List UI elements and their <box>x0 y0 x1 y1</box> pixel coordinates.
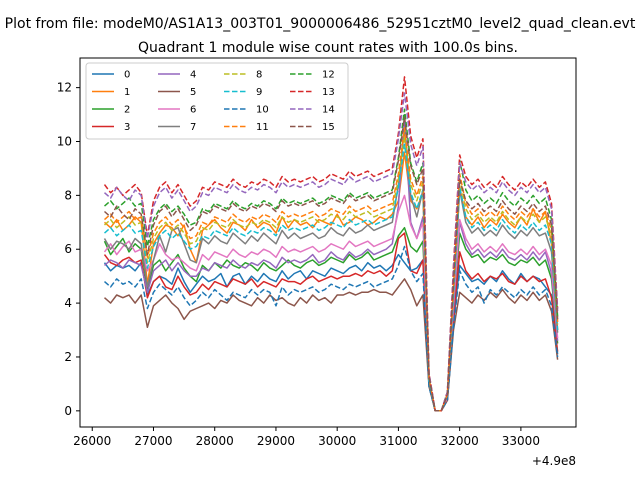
series-line-14 <box>104 92 559 412</box>
series-line-3 <box>103 232 559 412</box>
x-tick-label: 26000 <box>73 434 111 448</box>
y-axis: 0 2 4 6 8 10 12 <box>57 81 80 418</box>
legend-label-5: 5 <box>190 87 196 98</box>
series-line-5 <box>104 278 559 412</box>
legend-label-11: 11 <box>256 122 269 133</box>
legend-label-0: 0 <box>124 70 130 81</box>
y-tick-label: 8 <box>64 188 72 202</box>
legend-label-9: 9 <box>256 87 262 98</box>
y-tick-label: 2 <box>64 350 72 364</box>
legend-label-15: 15 <box>322 122 335 133</box>
axes-frame <box>79 57 577 428</box>
y-tick-label: 10 <box>57 134 72 148</box>
figure-suptitle: Plot from file: modeM0/AS1A13_003T01_900… <box>5 16 636 32</box>
plot-area <box>103 76 559 412</box>
y-tick-label: 12 <box>57 81 72 95</box>
x-offset-label: +4.9e8 <box>532 454 576 468</box>
legend-label-1: 1 <box>124 87 130 98</box>
legend-label-6: 6 <box>190 105 196 116</box>
legend-label-4: 4 <box>190 70 196 81</box>
x-tick-label: 33000 <box>502 434 540 448</box>
y-tick-label: 4 <box>64 296 72 310</box>
legend-label-3: 3 <box>124 122 130 133</box>
series-line-10 <box>104 245 559 412</box>
series-line-12 <box>104 108 559 412</box>
series-line-8 <box>104 135 559 412</box>
legend-label-8: 8 <box>256 70 262 81</box>
x-tick-label: 28000 <box>196 434 234 448</box>
x-axis: 26000 27000 28000 29000 30000 31000 32000 33000 <box>73 427 540 448</box>
legend-box <box>85 62 349 140</box>
chart-title: Quadrant 1 module wise count rates with … <box>138 40 518 56</box>
x-tick-label: 32000 <box>441 434 479 448</box>
y-tick-label: 0 <box>64 404 72 418</box>
series-line-15 <box>104 116 559 412</box>
series-line-9 <box>104 143 559 412</box>
series-line-13 <box>103 76 559 412</box>
series-line-11 <box>104 127 559 412</box>
legend-label-10: 10 <box>256 105 269 116</box>
series-line-2 <box>103 226 559 412</box>
series-line-4 <box>104 113 559 412</box>
x-tick-label: 30000 <box>318 434 356 448</box>
series-line-7 <box>103 127 559 412</box>
legend-label-12: 12 <box>322 70 335 81</box>
x-tick-label: 29000 <box>257 434 295 448</box>
legend-label-2: 2 <box>124 105 130 116</box>
series-line-0 <box>103 253 559 412</box>
legend-label-7: 7 <box>190 122 196 133</box>
legend-label-13: 13 <box>322 87 335 98</box>
y-tick-label: 6 <box>64 242 72 256</box>
x-tick-label: 31000 <box>379 434 417 448</box>
legend-label-14: 14 <box>322 105 335 116</box>
series-line-6 <box>103 194 559 412</box>
x-tick-label: 27000 <box>134 434 172 448</box>
